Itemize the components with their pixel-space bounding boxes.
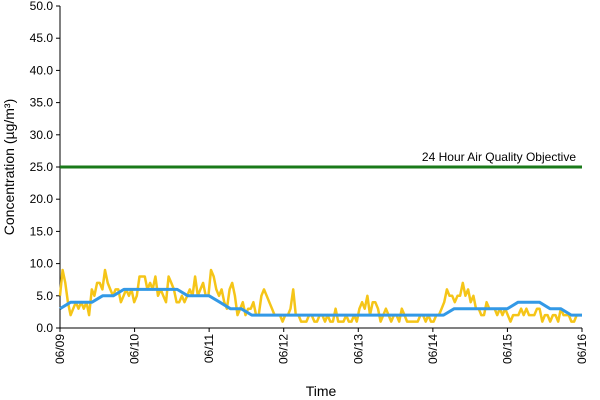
y-tick-label: 5.0 xyxy=(36,289,53,303)
x-tick-label: 06/15 xyxy=(500,334,514,364)
x-tick-label: 06/12 xyxy=(277,334,291,364)
y-tick-label: 40.0 xyxy=(30,63,54,77)
y-tick-label: 35.0 xyxy=(30,96,54,110)
series-line-daily xyxy=(59,287,582,317)
y-tick-label: 20.0 xyxy=(30,192,54,206)
x-tick-label: 06/16 xyxy=(575,334,589,364)
y-tick-label: 30.0 xyxy=(30,128,54,142)
x-tick-label: 06/10 xyxy=(128,334,142,364)
y-tick-label: 50.0 xyxy=(30,0,54,13)
y-tick-label: 25.0 xyxy=(30,160,54,174)
x-axis-ticks: 06/09 06/10 06/11 06/12 06/13 06/14 06/15 06/16 xyxy=(53,328,589,364)
y-axis-ticks: 0.0 5.0 10.0 15.0 20.0 25.0 30.0 35.0 40.0 45.0 50… xyxy=(30,0,60,335)
y-tick-label: 15.0 xyxy=(30,224,54,238)
x-tick-label: 06/13 xyxy=(351,334,365,364)
objective-label: 24 Hour Air Quality Objective xyxy=(422,150,576,164)
x-tick-label: 06/11 xyxy=(202,334,216,363)
x-tick-label: 06/14 xyxy=(426,334,440,364)
x-tick-label: 06/09 xyxy=(53,334,67,364)
y-tick-label: 0.0 xyxy=(36,321,53,335)
x-axis-title: Time xyxy=(306,383,337,399)
y-axis-title: Concentration (µg/m³) xyxy=(1,99,17,235)
y-tick-label: 10.0 xyxy=(30,257,54,271)
y-tick-label: 45.0 xyxy=(30,31,54,45)
